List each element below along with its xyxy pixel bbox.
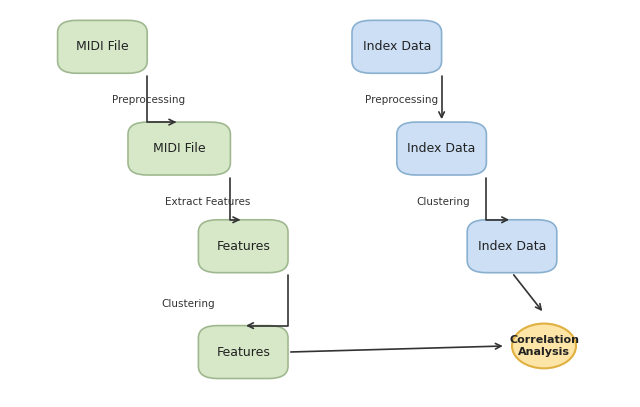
Text: Preprocessing: Preprocessing	[112, 94, 185, 105]
Ellipse shape	[512, 324, 576, 368]
FancyBboxPatch shape	[58, 20, 147, 73]
Text: MIDI File: MIDI File	[76, 40, 129, 53]
FancyBboxPatch shape	[467, 220, 557, 273]
FancyBboxPatch shape	[128, 122, 230, 175]
Text: Features: Features	[216, 346, 270, 359]
FancyBboxPatch shape	[198, 326, 288, 379]
Text: Index Data: Index Data	[478, 240, 546, 253]
Text: Index Data: Index Data	[363, 40, 431, 53]
Text: Clustering: Clustering	[416, 197, 470, 207]
Text: Index Data: Index Data	[408, 142, 476, 155]
Text: Clustering: Clustering	[161, 299, 215, 309]
Text: MIDI File: MIDI File	[153, 142, 205, 155]
FancyBboxPatch shape	[397, 122, 486, 175]
Text: Extract Features: Extract Features	[165, 197, 250, 207]
Text: Correlation
Analysis: Correlation Analysis	[509, 335, 579, 357]
FancyBboxPatch shape	[352, 20, 442, 73]
Text: Features: Features	[216, 240, 270, 253]
Text: Preprocessing: Preprocessing	[365, 94, 438, 105]
FancyBboxPatch shape	[198, 220, 288, 273]
